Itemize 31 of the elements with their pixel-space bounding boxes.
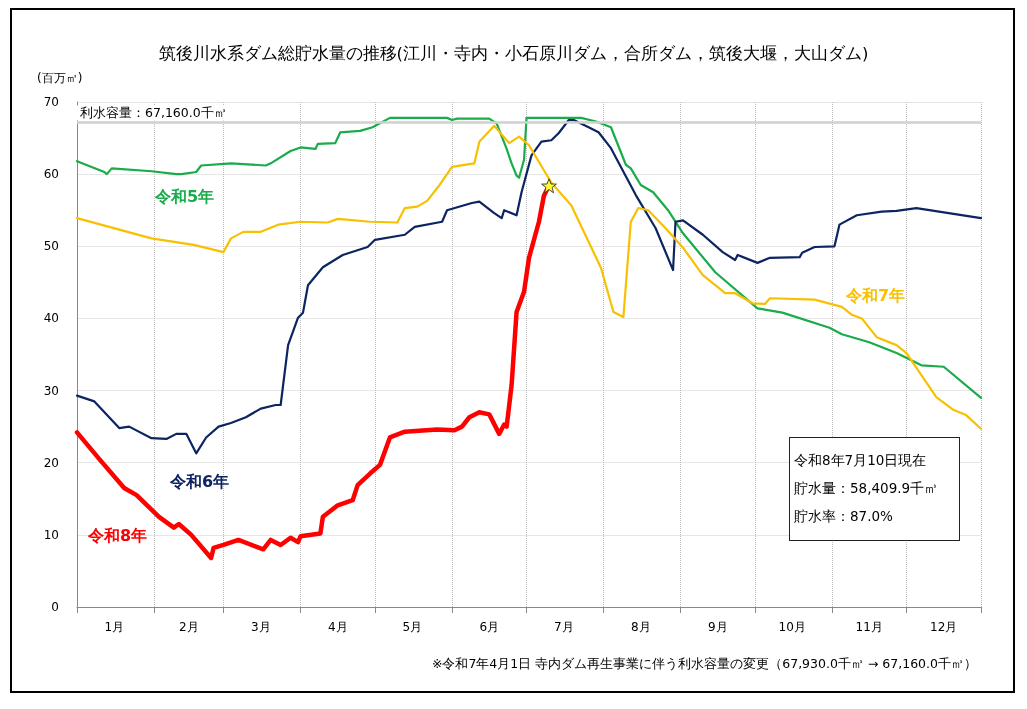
annotation: 貯水量：58,409.9千㎥: [794, 479, 940, 498]
y-tick-label: 20: [43, 455, 59, 470]
chart-title: 筑後川水系ダム総貯水量の推移(江川・寺内・小石原川ダム，合所ダム，筑後大堰，大山ダム): [158, 44, 869, 63]
series-label: 令和8年: [87, 525, 148, 545]
y-tick-label: 70: [43, 95, 59, 109]
x-tick-label: 2月: [178, 620, 199, 634]
series-label: 令和7年: [845, 285, 906, 305]
y-tick-label: 40: [43, 311, 59, 326]
text: ※令和7年4月1日 寺内ダム再生事業に伴う利水容量の変更（67,930.0千㎥ → 67,160.0千㎥）: [431, 656, 977, 673]
y-tick-label: 10: [43, 527, 59, 542]
series-label: 令和6年: [169, 471, 230, 491]
x-tick-label: 3月: [250, 620, 271, 634]
annotation: 令和8年7月10日現在: [794, 451, 928, 470]
y-tick-label: 60: [43, 167, 59, 182]
annotation: 貯水率：87.0%: [794, 507, 894, 526]
ref-line-label: 利水容量：67,160.0千㎥: [80, 105, 227, 121]
y-tick-label: 0: [51, 600, 59, 614]
x-tick-label: 12月: [930, 620, 958, 634]
series-label: 令和5年: [154, 186, 215, 206]
y-axis-title: (百万㎥): [37, 71, 83, 85]
x-tick-label: 4月: [327, 620, 348, 634]
x-tick-label: 8月: [630, 620, 651, 634]
y-tick-label: 30: [43, 383, 59, 398]
x-tick-label: 1月: [104, 620, 125, 634]
x-tick-label: 10月: [778, 620, 806, 634]
y-tick-label: 50: [43, 239, 59, 254]
x-tick-label: 11月: [855, 620, 883, 634]
x-tick-label: 5月: [402, 620, 423, 634]
x-tick-label: 6月: [479, 620, 500, 634]
x-tick-label: 9月: [707, 620, 728, 634]
x-tick-label: 7月: [553, 620, 574, 634]
